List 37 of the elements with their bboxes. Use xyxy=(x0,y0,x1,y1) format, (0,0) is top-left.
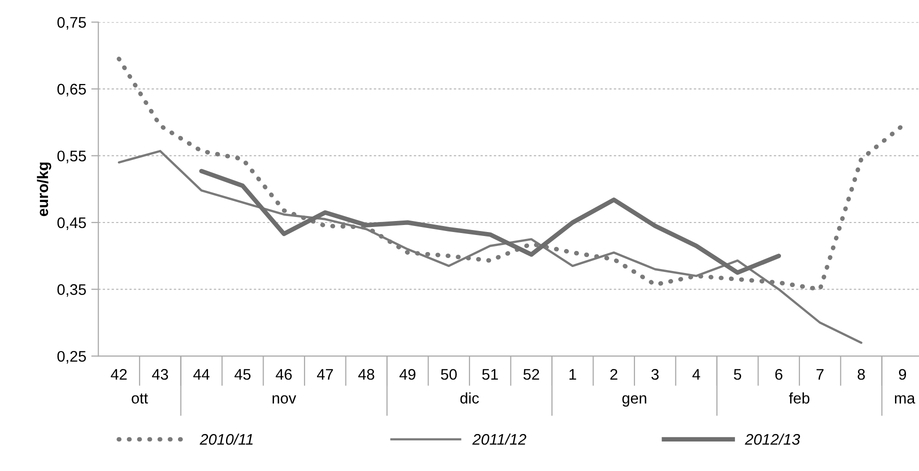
x-tick-label: 1 xyxy=(570,369,576,380)
line-series xyxy=(199,168,782,275)
x-tick-label: 7 xyxy=(816,369,824,380)
x-tick-label: 42 xyxy=(110,368,127,380)
x-tick-label: 48 xyxy=(358,368,374,380)
text: dic xyxy=(460,392,479,404)
legend-label: 2012/13 xyxy=(744,434,800,445)
y-tick-label: 0,35 xyxy=(57,284,86,297)
x-tick-label: 51 xyxy=(482,369,498,380)
y-tick-label: 0,45 xyxy=(57,217,86,230)
x-tick-label: 4 xyxy=(692,369,700,380)
y-tick-label: 0,75 xyxy=(57,17,86,30)
y-tick-label: 0,65 xyxy=(57,84,86,96)
x-tick-label: 44 xyxy=(193,369,210,380)
x-tick-label: 9 xyxy=(898,368,906,380)
x-tick-label: 52 xyxy=(523,368,540,380)
text: feb xyxy=(789,392,810,404)
text: ma xyxy=(894,395,916,404)
x-tick-label: 45 xyxy=(234,369,251,380)
x-tick-label: 47 xyxy=(317,369,333,380)
text: gen xyxy=(622,395,646,407)
text: nov xyxy=(272,395,296,404)
y-axis-title: euro/kg xyxy=(36,162,52,216)
x-tick-label: 2 xyxy=(610,368,618,380)
x-tick-label: 49 xyxy=(399,368,416,380)
text: ott xyxy=(132,394,148,404)
x-tick-label: 6 xyxy=(775,368,782,380)
legend-label: 2011/12 xyxy=(472,434,526,445)
legend-label: 2010/11 xyxy=(200,434,253,445)
x-tick-label: 3 xyxy=(651,368,659,380)
x-tick-label: 8 xyxy=(858,368,865,380)
y-tick-label: 0,55 xyxy=(57,150,86,164)
x-tick-label: 5 xyxy=(734,369,742,380)
y-tick-label: 0,25 xyxy=(57,350,86,364)
x-tick-label: 50 xyxy=(440,368,457,380)
x-tick-label: 46 xyxy=(276,368,292,380)
x-tick-label: 43 xyxy=(152,368,168,380)
